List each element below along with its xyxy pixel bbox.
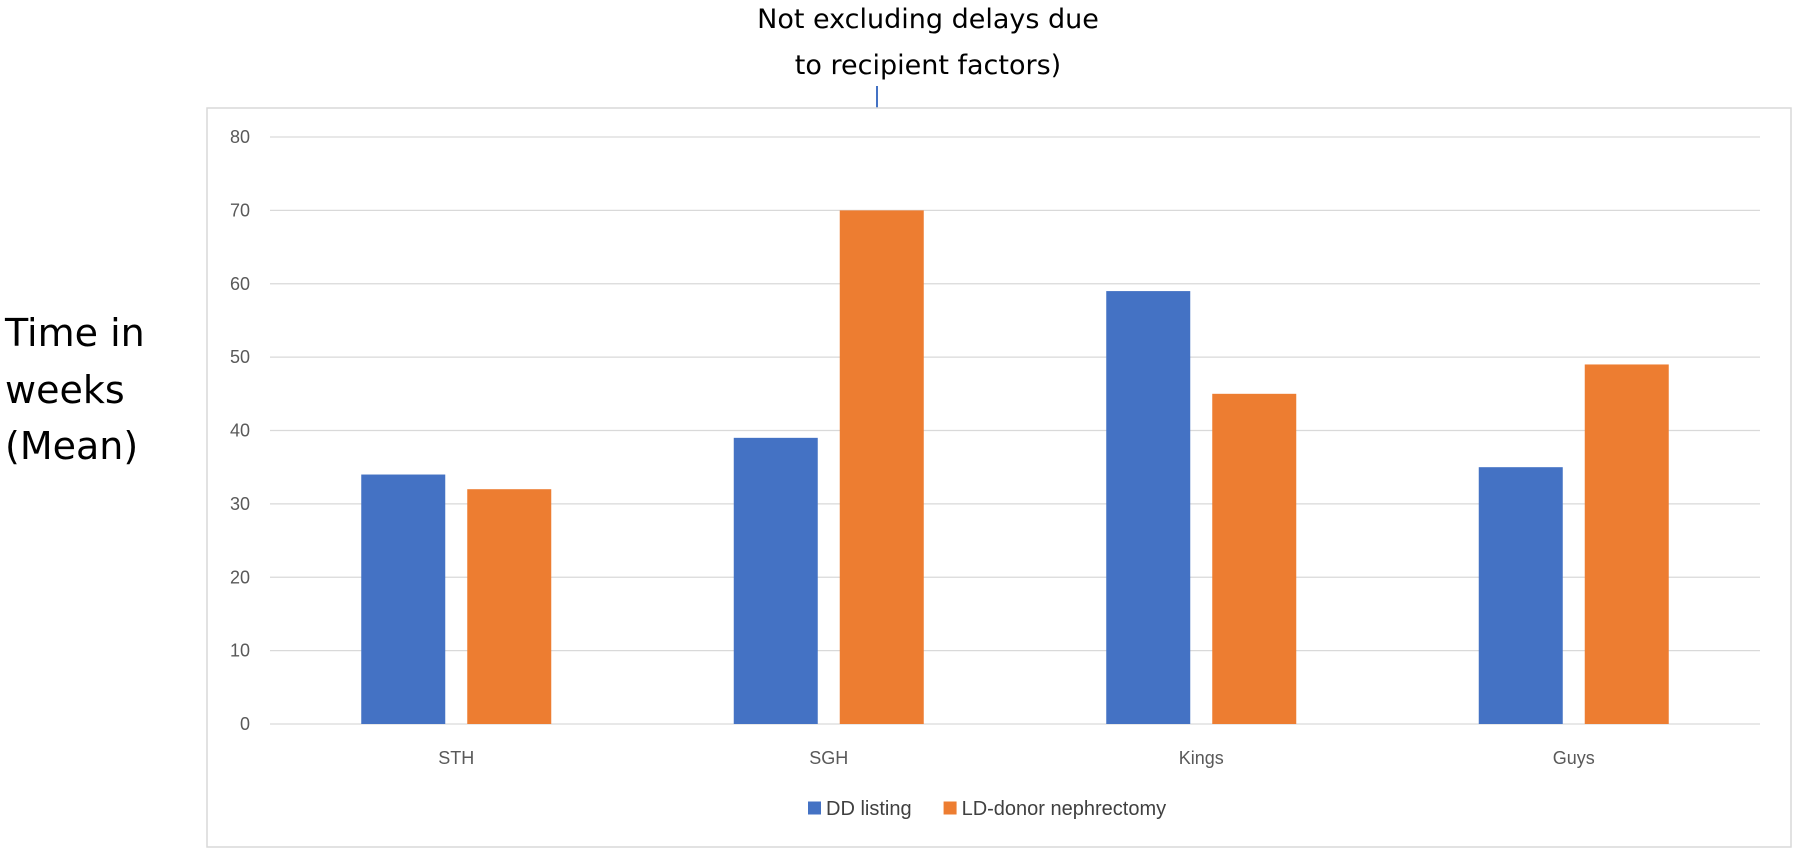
y-tick-label: 50 — [230, 347, 250, 367]
y-axis-label-line-1: Time in — [4, 311, 145, 355]
bars — [361, 210, 1669, 724]
bar-sth-series-1 — [361, 474, 446, 724]
bar-guys-series-1 — [1478, 467, 1563, 724]
y-tick-label: 60 — [230, 274, 250, 294]
y-tick-label: 40 — [230, 421, 250, 441]
y-axis-label-line-3: (Mean) — [5, 424, 138, 468]
annotation-line-2: to recipient factors) — [795, 50, 1061, 81]
x-tick-label: Guys — [1553, 748, 1595, 768]
annotation-line-1: Not excluding delays due — [757, 4, 1099, 35]
legend-label: DD listing — [826, 798, 912, 820]
y-tick-label: 70 — [230, 200, 250, 220]
y-axis-ticks: 0 10 20 30 40 50 60 70 80 — [230, 127, 250, 734]
bar-sth-series-2 — [467, 489, 552, 724]
y-tick-label: 10 — [230, 641, 250, 661]
legend: DD listing LD-donor nephrectomy — [808, 798, 1166, 820]
y-tick-label: 0 — [240, 714, 250, 734]
bar-kings-series-1 — [1106, 291, 1191, 724]
x-tick-label: SGH — [809, 748, 848, 768]
y-tick-label: 20 — [230, 567, 250, 587]
legend-label: LD-donor nephrectomy — [962, 798, 1167, 820]
bar-kings-series-2 — [1212, 393, 1297, 724]
x-tick-label: STH — [438, 748, 474, 768]
legend-swatch — [808, 801, 821, 815]
y-tick-label: 80 — [230, 127, 250, 147]
y-tick-label: 30 — [230, 494, 250, 514]
x-axis-ticks: STH SGH Kings Guys — [438, 748, 1595, 768]
x-tick-label: Kings — [1179, 748, 1224, 768]
bar-sgh-series-1 — [733, 437, 818, 724]
bar-sgh-series-2 — [839, 210, 924, 724]
legend-swatch — [943, 801, 957, 815]
y-axis-label-line-2: weeks — [5, 368, 125, 412]
bar-guys-series-2 — [1584, 364, 1669, 724]
